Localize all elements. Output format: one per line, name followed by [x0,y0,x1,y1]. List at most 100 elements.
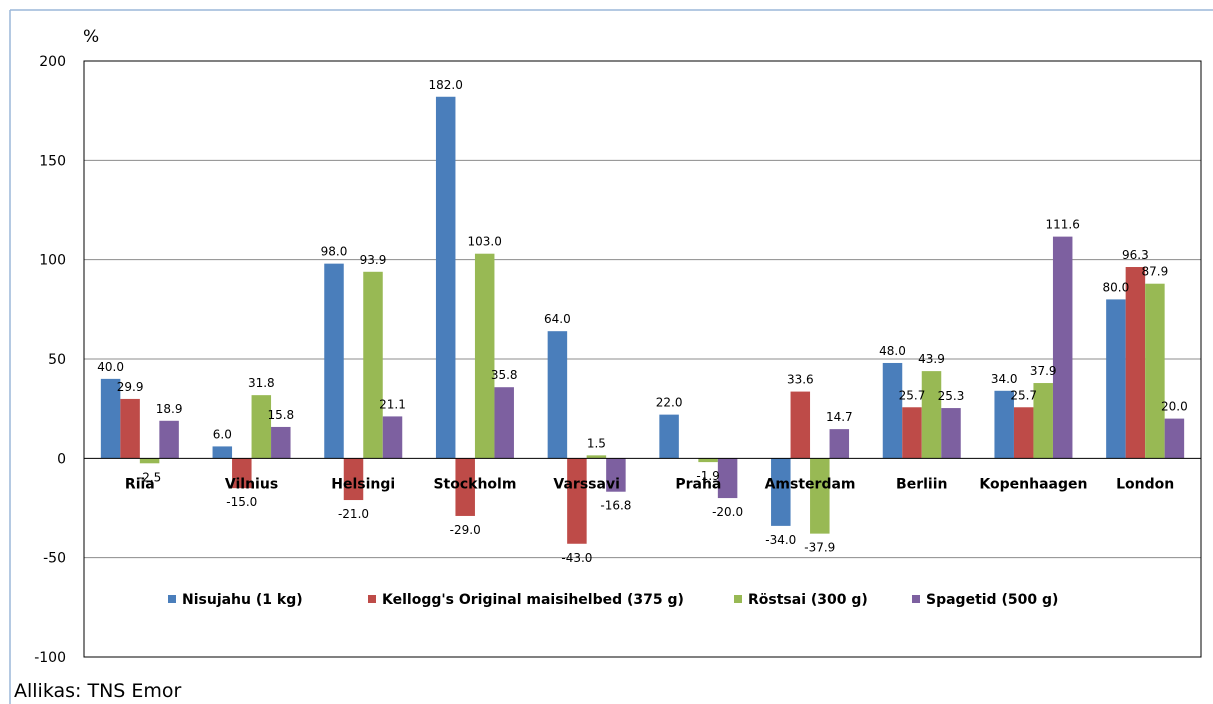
data-label: 14.7 [826,410,853,424]
bar [100,378,121,459]
data-label: -29.0 [450,523,481,537]
data-label: 98.0 [321,245,348,259]
bar [159,420,179,459]
bar [567,458,587,544]
legend-entry: Röstsai (300 g) [748,592,868,608]
y-axis-unit-label: % [83,27,99,47]
data-label: 1.5 [587,436,606,450]
legend-swatch [368,595,376,603]
bar [1125,267,1146,459]
bars [100,96,1185,544]
legend-swatch [168,595,176,603]
legend-entry: Nisujahu (1 kg) [182,592,303,608]
bar [586,455,607,459]
data-label: 37.9 [1030,364,1057,378]
data-label: 96.3 [1122,248,1149,262]
category-labels: Riia Vilnius Helsingi Stockholm Varssavi Prah… [125,476,1174,492]
category-label: Vilnius [225,476,278,492]
data-label: 31.8 [248,376,275,390]
data-label: 25.7 [1010,388,1037,402]
bar [1052,236,1073,459]
bar [717,458,738,499]
data-labels: 40.0 29.9 -2.5 18.9 6.0 -15.0 31.8 15.8 98.0 -21.… [97,78,1188,565]
category-label: Stockholm [433,476,516,492]
bar [659,414,679,459]
data-label: 43.9 [918,352,945,366]
data-label: 182.0 [429,78,463,92]
y-tick-label: 200 [39,54,66,70]
category-label: Riia [125,476,155,492]
bar [941,408,961,459]
data-label: -34.0 [765,533,796,547]
data-label: 93.9 [360,253,387,267]
bar [212,446,233,459]
bar [120,398,140,459]
y-tick-label: 100 [39,253,66,269]
bar [1033,383,1053,459]
y-tick-label: -100 [34,650,66,666]
data-label: 25.7 [899,388,926,402]
data-label: -21.0 [338,507,369,521]
bar [1106,299,1126,459]
y-tick-label: 50 [48,352,66,368]
category-label: Helsingi [331,476,395,492]
legend-swatch [912,595,920,603]
bar [771,458,791,526]
source-note: Allikas: TNS Emor [14,680,182,702]
bar [1164,418,1185,459]
data-label: 20.0 [1161,400,1188,414]
data-label: 15.8 [267,408,294,422]
bar [902,407,922,459]
bar [810,458,830,534]
data-label: 40.0 [97,360,124,374]
bar [547,331,568,459]
data-label: 87.9 [1142,265,1169,279]
gridlines [84,159,1201,559]
bar [1013,407,1034,459]
data-label: 64.0 [544,312,571,326]
bar [606,458,626,492]
data-label: 6.0 [213,427,232,441]
bar [232,458,252,489]
bar [790,391,811,459]
data-label: 18.9 [156,402,183,416]
data-label: 111.6 [1046,218,1080,232]
bar [474,253,495,459]
data-label: -15.0 [226,495,257,509]
bar [921,371,942,459]
data-label: 21.1 [379,397,406,411]
legend: Nisujahu (1 kg) Kellogg's Original maisih… [168,592,1058,608]
data-label: 22.0 [656,396,683,410]
data-label: -20.0 [712,505,743,519]
data-label: 35.8 [491,368,518,382]
category-label: Kopenhaagen [979,476,1087,492]
category-label: Praha [675,476,721,492]
legend-entry: Spagetid (500 g) [926,592,1058,608]
category-label: Varssavi [553,476,619,492]
bar [363,271,383,459]
bar [324,263,344,459]
bar [251,395,272,459]
bar [343,458,364,501]
category-label: Berliin [896,476,947,492]
bar [698,458,718,463]
y-tick-label: -50 [43,551,66,567]
data-label: 25.3 [938,389,965,403]
bar [382,416,403,459]
data-label: -2.5 [138,470,161,484]
data-label: -37.9 [804,541,835,555]
bar [271,426,291,459]
category-label: London [1116,476,1174,492]
bar [994,390,1014,459]
bar [455,458,475,516]
bar [435,96,456,459]
data-label: 103.0 [468,235,502,249]
bar [882,362,903,459]
data-label: 34.0 [991,372,1018,386]
bar [494,387,514,459]
data-label: 33.6 [787,373,814,387]
data-label: 80.0 [1103,280,1130,294]
data-label: -16.8 [600,499,631,513]
plot-area-border [83,60,1202,658]
